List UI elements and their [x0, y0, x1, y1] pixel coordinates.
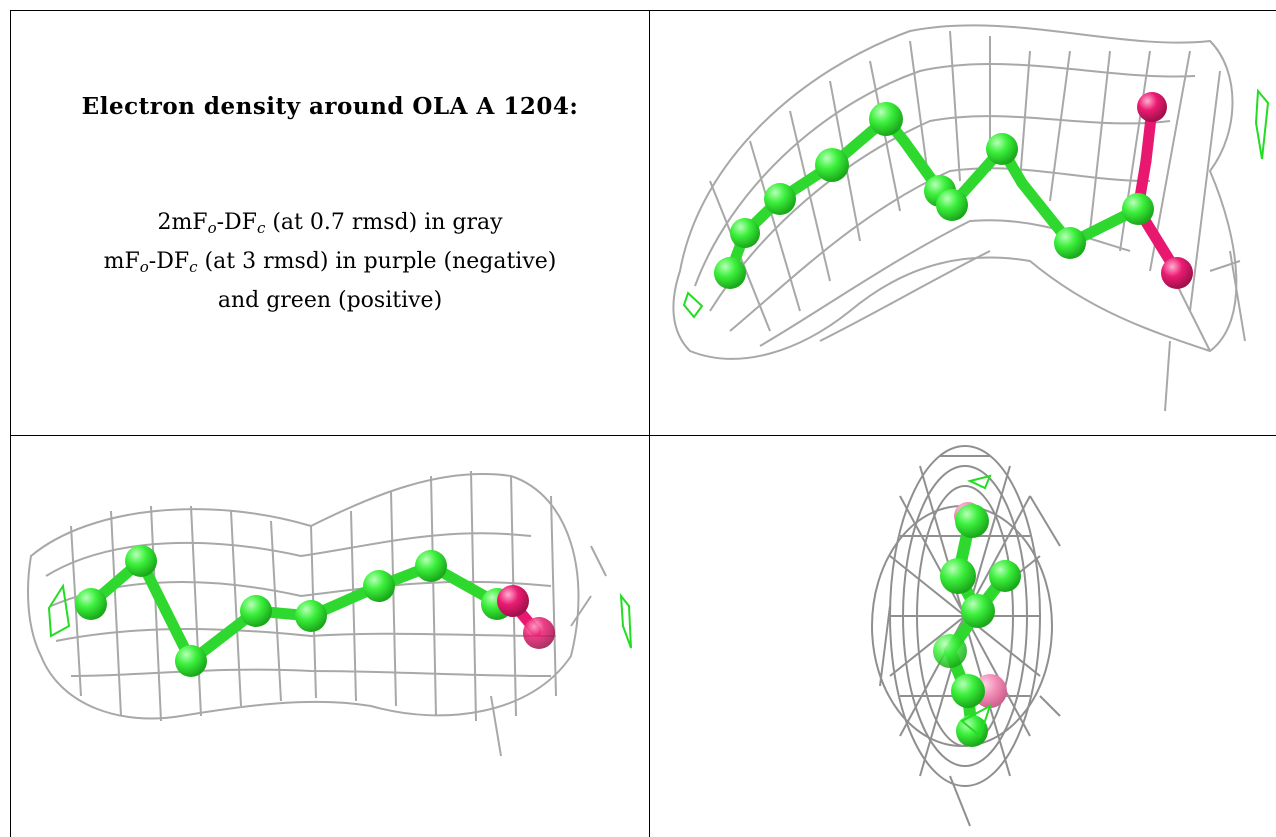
density-image-top-right	[672, 24, 1270, 412]
density-view-top-right	[650, 11, 1276, 435]
density-image-bottom-left	[27, 470, 632, 757]
ligand-model	[933, 502, 1021, 747]
atom-carbon	[1054, 227, 1086, 259]
legend-fofc-mid: -DF	[148, 249, 190, 274]
atom-oxygen	[1137, 92, 1167, 122]
positive-density-blobs	[960, 474, 992, 738]
border-top	[10, 10, 1276, 11]
atom-carbon	[125, 545, 157, 577]
atom-carbon	[986, 133, 1018, 165]
atom-oxygen	[497, 585, 529, 617]
caption-cell: Electron density around OLA A 1204: 2mFo…	[11, 11, 649, 435]
legend-2fofc-sub-o: o	[207, 219, 217, 237]
atom-carbon	[415, 550, 447, 582]
atom-carbon	[940, 558, 976, 594]
atom-carbon	[295, 600, 327, 632]
legend-fofc-prefix: mF	[103, 249, 140, 274]
figure-title: Electron density around OLA A 1204:	[81, 93, 579, 120]
atom-carbon	[933, 634, 967, 668]
legend-line-2fofc: 2mFo-DFc (at 0.7 rmsd) in gray	[11, 203, 649, 242]
atom-oxygen	[1161, 257, 1193, 289]
border-left	[10, 10, 11, 837]
mesh-2fofc	[27, 470, 607, 757]
atom-carbon	[961, 594, 995, 628]
atom-carbon	[764, 183, 796, 215]
legend-fofc-sub-o: o	[139, 258, 149, 276]
atom-carbon	[75, 588, 107, 620]
atom-carbon	[869, 102, 903, 136]
legend-fofc-suffix: (at 3 rmsd) in purple (negative)	[197, 249, 557, 274]
border-middle	[649, 10, 650, 837]
atom-carbon	[815, 148, 849, 182]
atom-carbon	[956, 715, 988, 747]
ligand-model	[714, 92, 1193, 289]
density-view-bottom-right	[650, 436, 1276, 837]
atom-carbon	[955, 504, 989, 538]
atom-carbon	[1122, 193, 1154, 225]
map-legend: 2mFo-DFc (at 0.7 rmsd) in gray mFo-DFc (…	[11, 203, 649, 320]
border-row-divider	[10, 435, 1276, 436]
atom-carbon	[936, 189, 968, 221]
legend-2fofc-mid: -DF	[216, 210, 257, 235]
atom-carbon	[240, 595, 272, 627]
atom-carbon	[730, 218, 760, 248]
legend-line-fofc: mFo-DFc (at 3 rmsd) in purple (negative)	[11, 242, 649, 281]
legend-fofc-sub-c: c	[189, 258, 198, 276]
legend-2fofc-suffix: (at 0.7 rmsd) in gray	[265, 210, 503, 235]
atom-carbon	[175, 645, 207, 677]
legend-2fofc-sub-c: c	[256, 219, 266, 237]
atom-oxygen	[523, 617, 555, 649]
density-image-bottom-right	[871, 445, 1061, 827]
legend-line-positive: and green (positive)	[217, 288, 443, 313]
density-view-bottom-left	[11, 436, 649, 837]
atom-carbon	[714, 257, 746, 289]
ligand-model	[75, 545, 555, 677]
atom-carbon	[989, 560, 1021, 592]
atom-carbon	[363, 570, 395, 602]
positive-density-blobs	[47, 583, 632, 649]
legend-2fofc-prefix: 2mF	[157, 210, 208, 235]
atom-carbon	[951, 674, 985, 708]
positive-density-blobs	[682, 88, 1270, 319]
